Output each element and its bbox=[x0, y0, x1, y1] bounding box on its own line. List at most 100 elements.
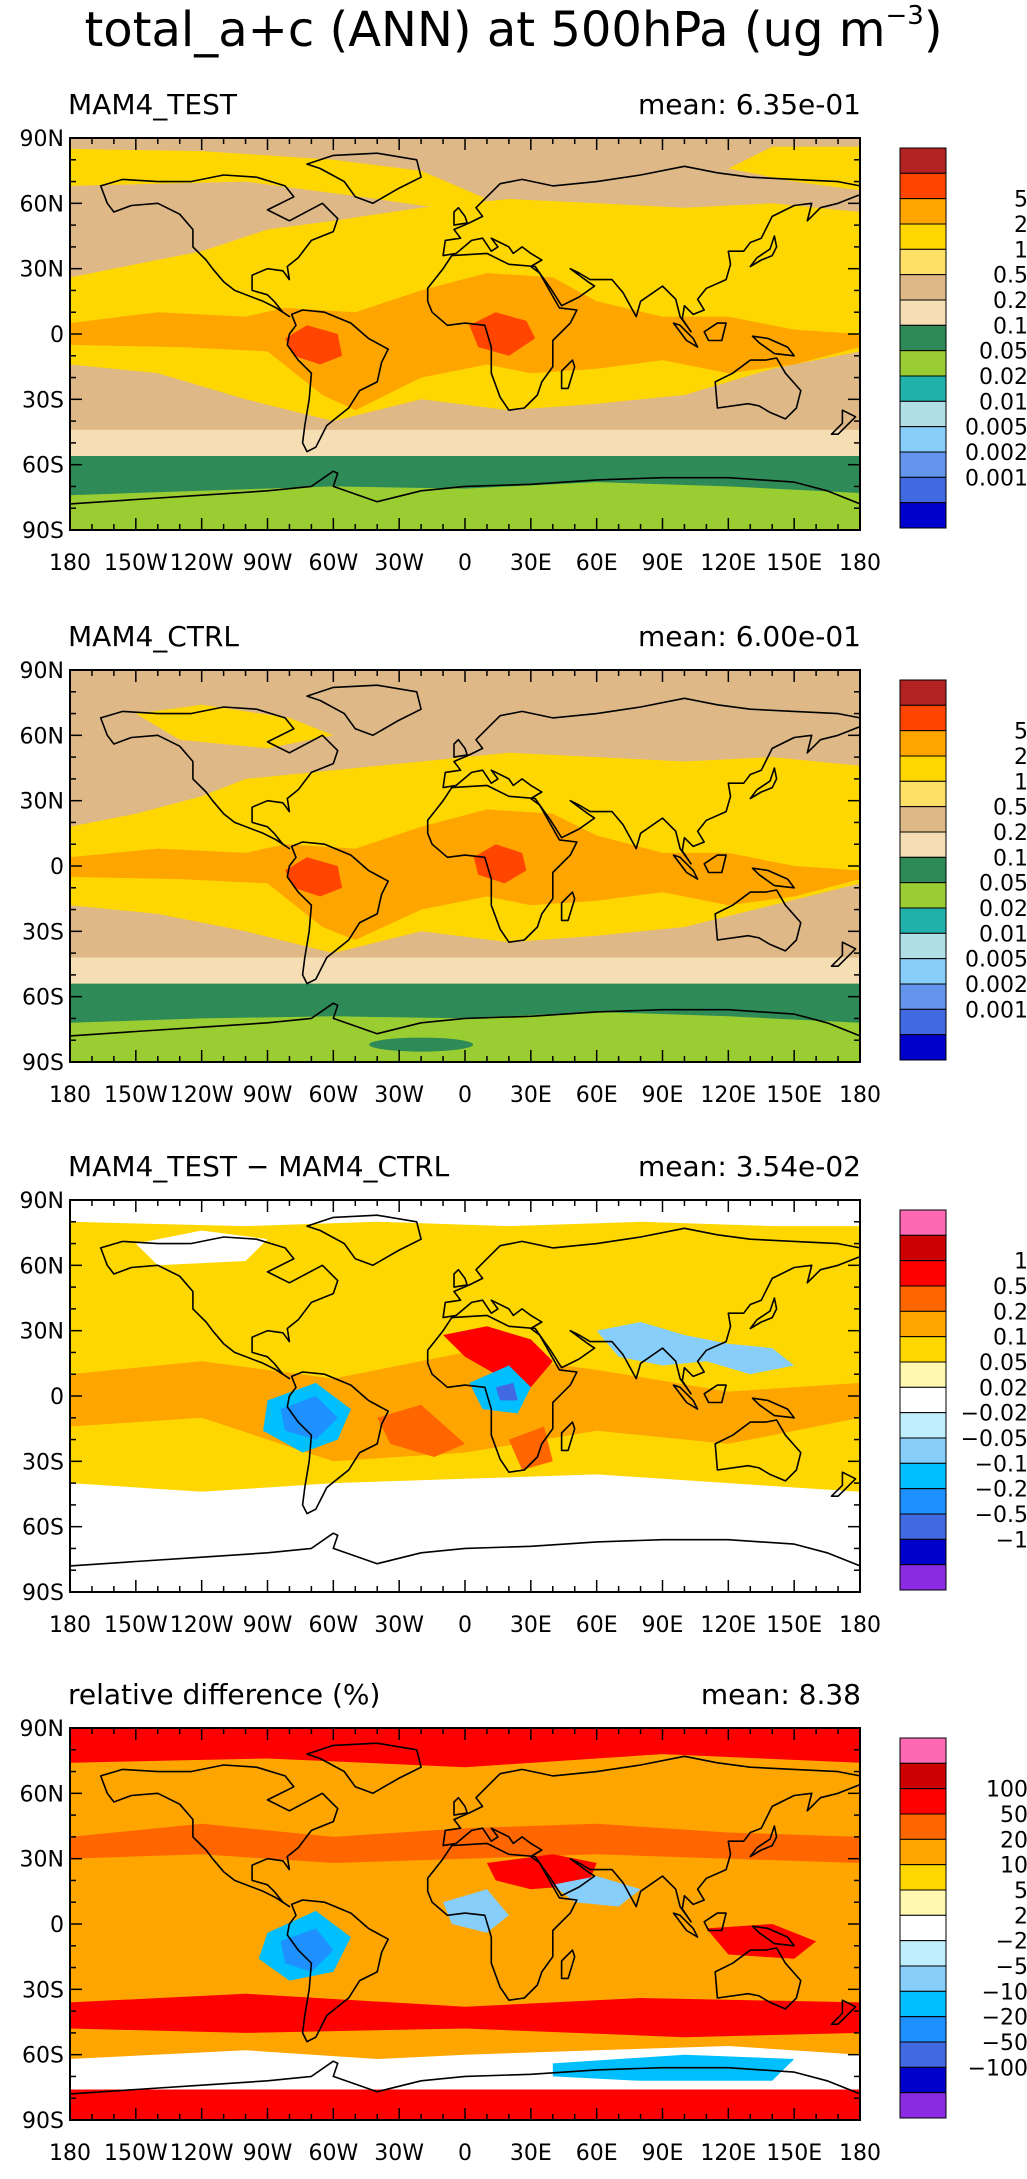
colorbar-swatch bbox=[899, 1513, 947, 1540]
colorbar-label: 2 bbox=[1014, 1904, 1027, 1929]
lon-label: 180 bbox=[49, 551, 91, 576]
colorbar-swatch bbox=[899, 755, 947, 782]
coastline-sumatra bbox=[672, 1912, 699, 1938]
colorbar-swatch bbox=[899, 2066, 947, 2094]
panel-mean: mean: 3.54e-02 bbox=[637, 1150, 861, 1183]
colorbar-swatch bbox=[899, 856, 947, 884]
colorbar-swatch bbox=[899, 704, 947, 732]
coastline-madagascar bbox=[560, 1421, 576, 1452]
colorbar-label: 5 bbox=[1014, 188, 1027, 213]
panel-title: MAM4_TEST bbox=[68, 88, 237, 121]
lat-label: 60S bbox=[22, 2044, 64, 2069]
lon-label: 90W bbox=[243, 1613, 293, 1638]
lon-label: 180 bbox=[49, 1613, 91, 1638]
colorbar-label: 0.5 bbox=[993, 264, 1027, 289]
colorbar-swatch bbox=[899, 882, 947, 909]
coastlines bbox=[70, 152, 860, 530]
lat-label: 90S bbox=[22, 1581, 64, 1606]
lon-label: 120E bbox=[700, 2141, 756, 2166]
lat-label: 60N bbox=[20, 724, 64, 749]
colorbar-swatch bbox=[899, 983, 947, 1010]
colorbar-swatch bbox=[899, 375, 947, 402]
panel-title: MAM4_CTRL bbox=[68, 620, 239, 653]
lon-label: 120E bbox=[700, 1613, 756, 1638]
colorbar-label: 0.1 bbox=[993, 846, 1027, 871]
lon-label: 90E bbox=[642, 551, 684, 576]
coastline-japan bbox=[749, 767, 778, 800]
panel-title: MAM4_TEST − MAM4_CTRL bbox=[68, 1150, 450, 1183]
coastline-australia bbox=[714, 357, 802, 420]
colorbar-swatch bbox=[899, 1965, 947, 1992]
colorbar-label: 0.1 bbox=[993, 1326, 1027, 1351]
colorbar-swatch bbox=[899, 223, 947, 250]
colorbar-swatch bbox=[899, 299, 947, 326]
colorbar-swatch bbox=[899, 831, 947, 858]
coastline-africa bbox=[426, 1842, 578, 2001]
coastline-eurasia bbox=[442, 1227, 860, 1395]
colorbar-label: 5 bbox=[1014, 1879, 1027, 1904]
lon-label: 60E bbox=[576, 1083, 618, 1108]
colorbar-swatch bbox=[899, 198, 947, 225]
lat-label: 90S bbox=[22, 519, 64, 544]
contour-field bbox=[70, 1200, 860, 1592]
colorbar-swatch bbox=[899, 1538, 947, 1566]
colorbar-swatch bbox=[899, 1940, 947, 1967]
lat-label: 30S bbox=[22, 1450, 64, 1475]
colorbar-label: 0.01 bbox=[979, 922, 1027, 947]
coastline-australia bbox=[714, 1947, 802, 2010]
colorbar-label: 0.002 bbox=[965, 973, 1027, 998]
coastline-africa bbox=[426, 1314, 578, 1473]
coastline-new-zealand bbox=[830, 1999, 857, 2025]
coastline-sumatra bbox=[672, 322, 699, 348]
coastline-eurasia bbox=[442, 1755, 860, 1923]
colorbar-swatch bbox=[899, 1310, 947, 1338]
colorbar-label: 10 bbox=[1000, 1854, 1027, 1879]
coastline-new-guinea bbox=[751, 1925, 795, 1947]
lat-label: 60N bbox=[20, 1782, 64, 1807]
colorbar-swatch bbox=[899, 350, 947, 377]
coastline-new-zealand bbox=[830, 1471, 857, 1497]
coastline-greenland bbox=[306, 152, 422, 205]
colorbar-swatch bbox=[899, 1034, 947, 1061]
colorbar-label: 2 bbox=[1014, 745, 1027, 770]
colorbar-label: 0.02 bbox=[979, 897, 1027, 922]
colorbar-label: 0.5 bbox=[993, 796, 1027, 821]
coastline-australia bbox=[714, 1419, 802, 1482]
coastline-australia bbox=[714, 889, 802, 952]
lon-label: 180 bbox=[839, 1613, 881, 1638]
lat-label: 30N bbox=[20, 258, 64, 283]
colorbar-swatch bbox=[899, 1838, 947, 1866]
colorbar-label: −0.02 bbox=[961, 1402, 1027, 1427]
lat-label: 90N bbox=[20, 659, 64, 684]
colorbar-swatch bbox=[899, 958, 947, 985]
colorbar-swatch bbox=[899, 730, 947, 757]
contour-field bbox=[70, 1728, 860, 2120]
coastline-borneo bbox=[703, 854, 727, 874]
lon-label: 150W bbox=[104, 551, 168, 576]
map-axes bbox=[69, 137, 861, 531]
colorbar-label: −0.1 bbox=[975, 1452, 1027, 1477]
lon-label: 0 bbox=[458, 1083, 472, 1108]
map-axes bbox=[69, 1727, 861, 2121]
panel-test: MAM4_TEST mean: 6.35e-01 90N 60N 30N 0 30S 60… bbox=[0, 88, 1027, 598]
coastline-new-zealand bbox=[830, 941, 857, 967]
lat-label: 0 bbox=[50, 323, 64, 348]
lon-label: 180 bbox=[49, 2141, 91, 2166]
lon-label: 150E bbox=[766, 1083, 822, 1108]
lon-label: 0 bbox=[458, 1613, 472, 1638]
lat-label: 60S bbox=[22, 454, 64, 479]
lon-label: 90E bbox=[642, 1083, 684, 1108]
colorbar-label: 0.002 bbox=[965, 441, 1027, 466]
colorbar-swatch bbox=[899, 1234, 947, 1262]
coastlines bbox=[70, 1742, 860, 2120]
colorbar-swatch bbox=[899, 679, 947, 706]
figure-title-text: total_a+c (ANN) at 500hPa (ug m bbox=[84, 2, 886, 58]
colorbar-swatch bbox=[899, 476, 947, 504]
coastline-sumatra bbox=[672, 854, 699, 880]
colorbar-label: 2 bbox=[1014, 213, 1027, 238]
lon-label: 150E bbox=[766, 551, 822, 576]
coastline-south-america bbox=[286, 1371, 389, 1515]
map-plot: 90N 60N 30N 0 30S 60S 90S 180 150W 120W 90W 60W 30W 0… bbox=[20, 659, 1027, 1108]
lon-label: 30E bbox=[510, 2141, 552, 2166]
colorbar-swatch bbox=[899, 1462, 947, 1490]
